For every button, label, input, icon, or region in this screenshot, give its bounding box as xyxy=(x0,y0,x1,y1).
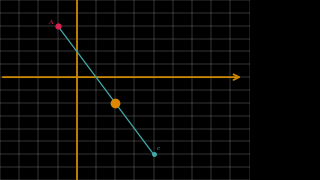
Text: Find the coordinates of point $B$ on $\overrightarrow{AC}$ such that the ratio o: Find the coordinates of point $B$ on $\o… xyxy=(5,47,291,62)
Text: A: A xyxy=(48,20,52,25)
Text: Point $A$ is at $(-1, 4)$ and point $C$ is at $(4, -6)$.: Point $A$ is at $(-1, 4)$ and point $C$ … xyxy=(5,13,189,26)
Text: c: c xyxy=(156,146,160,151)
